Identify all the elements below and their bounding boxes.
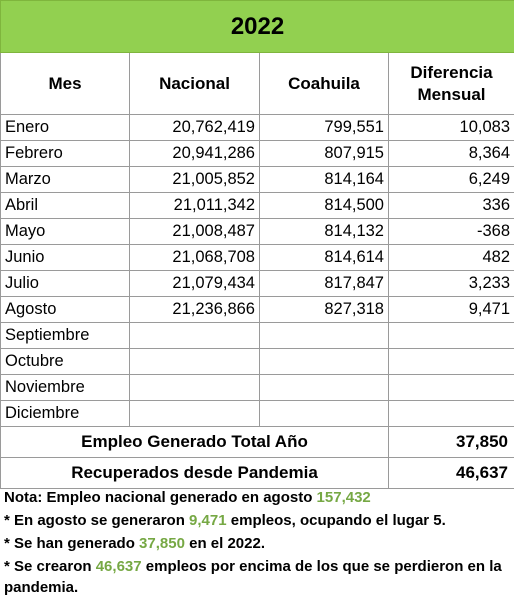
cell-diferencia: 6,249 <box>387 166 514 193</box>
cell-mes: Noviembre <box>0 374 130 401</box>
note-1-highlight: 157,432 <box>316 489 371 506</box>
summary-recuperados-value: 46,637 <box>387 457 514 489</box>
header-nacional: Nacional <box>129 52 260 115</box>
cell-diferencia: 3,233 <box>387 270 514 297</box>
note-4: * Se crearon 46,637 empleos por encima d… <box>4 556 512 598</box>
cell-nacional <box>129 322 260 349</box>
cell-mes: Febrero <box>0 140 130 167</box>
cell-diferencia: 10,083 <box>387 114 514 141</box>
table-row: Agosto 21,236,866 827,318 9,471 <box>0 296 514 323</box>
summary-generado-value: 37,850 <box>387 426 514 458</box>
cell-mes: Julio <box>0 270 130 297</box>
cell-mes: Agosto <box>0 296 130 323</box>
table-row: Junio 21,068,708 814,614 482 <box>0 244 514 271</box>
cell-coahuila: 814,614 <box>259 244 389 271</box>
cell-coahuila: 807,915 <box>259 140 389 167</box>
note-3-text-b: en el 2022. <box>184 535 265 552</box>
note-2-text-b: empleos, ocupando el lugar 5. <box>226 512 446 529</box>
cell-coahuila: 814,132 <box>259 218 389 245</box>
header-diferencia-line1: Diferencia <box>410 62 493 82</box>
cell-coahuila: 827,318 <box>259 296 389 323</box>
cell-nacional: 20,762,419 <box>129 114 260 141</box>
cell-nacional <box>129 374 260 401</box>
cell-nacional: 20,941,286 <box>129 140 260 167</box>
cell-mes: Junio <box>0 244 130 271</box>
cell-diferencia: 8,364 <box>387 140 514 167</box>
table-row: Marzo 21,005,852 814,164 6,249 <box>0 166 514 193</box>
cell-mes: Abril <box>0 192 130 219</box>
table-row: Septiembre <box>0 322 514 349</box>
summary-recuperados-label: Recuperados desde Pandemia <box>0 457 389 489</box>
note-2-text-a: * En agosto se generaron <box>4 512 190 529</box>
table-row: Diciembre <box>0 400 514 427</box>
note-3: * Se han generado 37,850 en el 2022. <box>4 533 512 554</box>
summary-generado-label: Empleo Generado Total Año <box>0 426 389 458</box>
cell-coahuila: 817,847 <box>259 270 389 297</box>
cell-mes: Septiembre <box>0 322 130 349</box>
employment-table: 2022 Mes Nacional Coahuila Diferencia Me… <box>0 0 514 489</box>
table-row: Octubre <box>0 348 514 375</box>
cell-nacional: 21,236,866 <box>129 296 260 323</box>
note-1-text: Nota: Empleo nacional generado en agosto <box>4 489 317 506</box>
cell-nacional <box>129 400 260 427</box>
note-3-text-a: * Se han generado <box>4 535 140 552</box>
cell-diferencia: 336 <box>387 192 514 219</box>
header-diferencia: Diferencia Mensual <box>387 52 514 115</box>
cell-coahuila: 814,164 <box>259 166 389 193</box>
cell-nacional: 21,068,708 <box>129 244 260 271</box>
cell-coahuila: 814,500 <box>259 192 389 219</box>
note-2: * En agosto se generaron 9,471 empleos, … <box>4 510 512 531</box>
note-4-text-b: empleos por encima de los que se perdier… <box>4 558 502 596</box>
cell-mes: Octubre <box>0 348 130 375</box>
cell-mes: Diciembre <box>0 400 130 427</box>
summary-row-recuperados: Recuperados desde Pandemia 46,637 <box>0 457 514 489</box>
cell-diferencia <box>387 348 514 375</box>
cell-diferencia <box>387 322 514 349</box>
header-diferencia-line2: Mensual <box>417 84 486 104</box>
cell-diferencia: -368 <box>387 218 514 245</box>
cell-nacional <box>129 348 260 375</box>
cell-coahuila: 799,551 <box>259 114 389 141</box>
cell-coahuila <box>259 322 389 349</box>
cell-diferencia: 482 <box>387 244 514 271</box>
cell-nacional: 21,079,434 <box>129 270 260 297</box>
cell-diferencia <box>387 400 514 427</box>
summary-row-generado: Empleo Generado Total Año 37,850 <box>0 426 514 458</box>
note-1: Nota: Empleo nacional generado en agosto… <box>4 487 512 508</box>
note-4-text-a: * Se crearon <box>4 558 96 575</box>
cell-coahuila <box>259 348 389 375</box>
notes-section: Nota: Empleo nacional generado en agosto… <box>4 487 512 598</box>
cell-nacional: 21,008,487 <box>129 218 260 245</box>
cell-coahuila <box>259 400 389 427</box>
cell-diferencia: 9,471 <box>387 296 514 323</box>
note-4-highlight: 46,637 <box>95 558 142 575</box>
table-row: Noviembre <box>0 374 514 401</box>
table-row: Mayo 21,008,487 814,132 -368 <box>0 218 514 245</box>
cell-coahuila <box>259 374 389 401</box>
cell-nacional: 21,011,342 <box>129 192 260 219</box>
table-row: Febrero 20,941,286 807,915 8,364 <box>0 140 514 167</box>
table-title: 2022 <box>0 0 514 53</box>
cell-mes: Mayo <box>0 218 130 245</box>
note-2-highlight: 9,471 <box>189 512 227 529</box>
cell-diferencia <box>387 374 514 401</box>
cell-nacional: 21,005,852 <box>129 166 260 193</box>
header-coahuila: Coahuila <box>259 52 389 115</box>
header-mes: Mes <box>0 52 130 115</box>
table-row: Enero 20,762,419 799,551 10,083 <box>0 114 514 141</box>
cell-mes: Enero <box>0 114 130 141</box>
table-row: Abril 21,011,342 814,500 336 <box>0 192 514 219</box>
cell-mes: Marzo <box>0 166 130 193</box>
table-row: Julio 21,079,434 817,847 3,233 <box>0 270 514 297</box>
note-3-highlight: 37,850 <box>139 535 185 552</box>
